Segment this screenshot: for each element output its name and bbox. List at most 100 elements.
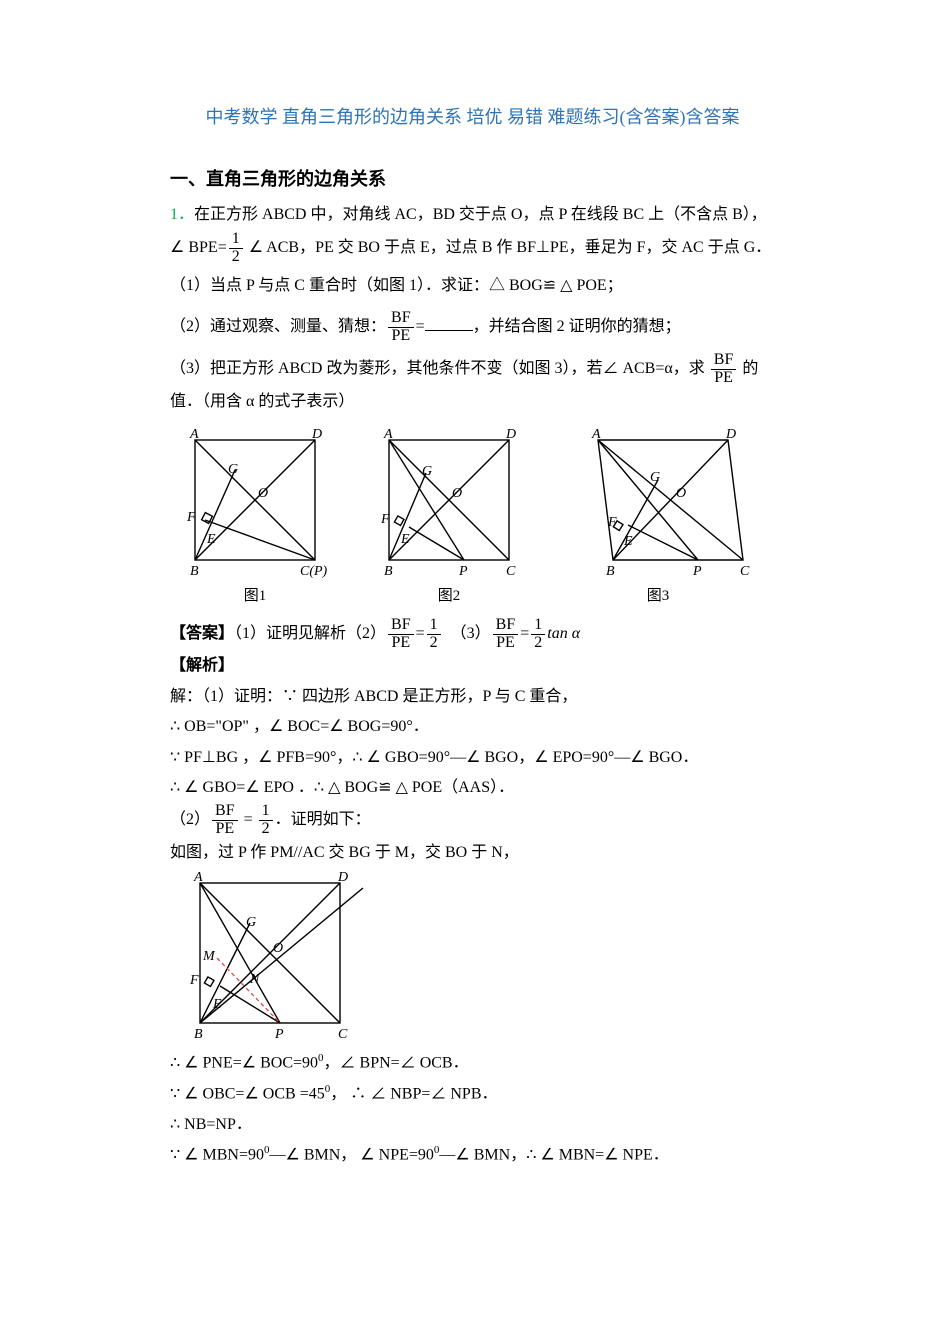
solution-line-2: ∴ OB="OP" ，∠ BOC=∠ BOG=90°． — [170, 712, 775, 742]
answer-part3: （3） — [451, 625, 491, 642]
label-A: A — [383, 427, 393, 442]
problem-number: 1． — [170, 206, 194, 223]
tan-alpha: tan α — [547, 625, 580, 642]
fraction-sol2b: 12 — [259, 803, 273, 838]
frac-den: 2 — [427, 634, 441, 652]
solution-2-head: （2）BFPE = 12．证明如下： — [170, 803, 775, 838]
solution-line-1: 解：（1）证明：∵ 四边形 ABCD 是正方形，P 与 C 重合， — [170, 682, 775, 712]
label-E: E — [400, 532, 410, 547]
jiexi-label: 【解析】 — [170, 651, 775, 681]
angle-prefix: ∠ BPE= — [170, 239, 227, 256]
eq-sign: = — [416, 625, 425, 642]
fraction-ans2b: 12 — [427, 617, 441, 652]
diagram-3-svg: A D B C P G O F E — [558, 425, 758, 580]
question-3: （3）把正方形 ABCD 改为菱形，其他条件不变（如图 3），若∠ ACB=α，… — [170, 352, 775, 387]
frac-num: 1 — [427, 617, 441, 634]
sol2-a: （2） — [170, 811, 210, 828]
q3-text-b: 的 — [738, 360, 758, 377]
figure-3-caption: 图3 — [558, 582, 758, 611]
label-F: F — [186, 510, 196, 525]
question-1: （1）当点 P 与点 C 重合时（如图 1）．求证：△ BOG≌ △ POE； — [170, 271, 775, 301]
diagram-4-svg: A D B C P G O F E M N — [170, 868, 370, 1048]
frac-den: 2 — [259, 820, 273, 838]
problem-stem-line1: 1．在正方形 ABCD 中，对角线 AC，BD 交于点 O，点 P 在线段 BC… — [170, 200, 775, 230]
sol7b: ， ∴ ∠ NBP=∠ NPB． — [330, 1085, 497, 1102]
q2-text-b: = — [416, 318, 425, 335]
answer-label: 【答案】 — [170, 625, 234, 642]
frac-num: BF — [711, 352, 737, 369]
figure-1: A D B C(P) G O F E 图1 — [170, 425, 340, 611]
solution-line-9: ∵ ∠ MBN=900—∠ BMN， ∠ NPE=900—∠ BMN，∴ ∠ M… — [170, 1140, 775, 1171]
label-G: G — [246, 915, 256, 930]
sol6b: ，∠ BPN=∠ OCB． — [324, 1055, 469, 1072]
label-A: A — [591, 427, 601, 442]
label-O: O — [258, 486, 268, 501]
label-M: M — [202, 949, 216, 964]
figure-3: A D B C P G O F E 图3 — [558, 425, 758, 611]
frac-num: BF — [388, 310, 414, 327]
label-D: D — [725, 427, 736, 442]
label-C: C — [506, 564, 516, 579]
label-B: B — [384, 564, 393, 579]
label-B: B — [194, 1027, 203, 1042]
solution-line-4: ∴ ∠ GBO=∠ EPO ．∴ △ BOG≌ △ POE（AAS）． — [170, 773, 775, 803]
label-P: P — [274, 1027, 284, 1042]
problem-stem-line2: ∠ BPE=12 ∠ ACB，PE 交 BO 于点 E，过点 B 作 BF⊥PE… — [170, 231, 775, 266]
question-3-tail: 值．（用含 α 的式子表示） — [170, 387, 775, 417]
label-B: B — [606, 564, 615, 579]
solution-line-5: 如图，过 P 作 PM//AC 交 BG 于 M，交 BO 于 N， — [170, 838, 775, 868]
fill-blank — [425, 315, 473, 330]
sol9b: —∠ BMN， ∠ NPE=90 — [270, 1147, 434, 1164]
frac-num: BF — [388, 617, 414, 634]
frac-den: PE — [388, 327, 414, 345]
label-C: C — [338, 1027, 348, 1042]
label-N: N — [249, 972, 260, 987]
label-G: G — [228, 462, 238, 477]
figure-2-caption: 图2 — [364, 582, 534, 611]
label-A: A — [189, 427, 199, 442]
figure-4: A D B C P G O F E M N — [170, 868, 775, 1048]
fraction-ans3b: 12 — [531, 617, 545, 652]
label-D: D — [337, 870, 348, 885]
diagram-1-svg: A D B C(P) G O F E — [170, 425, 340, 580]
label-E: E — [206, 532, 216, 547]
fraction-half: 12 — [229, 231, 243, 266]
frac-den: PE — [493, 634, 519, 652]
label-G: G — [422, 464, 432, 479]
section-heading: 一、直角三角形的边角关系 — [170, 162, 775, 196]
label-O: O — [452, 486, 462, 501]
figure-2: A D B C P G O F E 图2 — [364, 425, 534, 611]
frac-num: BF — [493, 617, 519, 634]
sol7a: ∵ ∠ OBC=∠ OCB =45 — [170, 1085, 325, 1102]
q2-text-c: ，并结合图 2 证明你的猜想； — [473, 318, 681, 335]
angle-rest: ∠ ACB，PE 交 BO 于点 E，过点 B 作 BF⊥PE，垂足为 F，交 … — [245, 239, 772, 256]
q3-text-a: （3）把正方形 ABCD 改为菱形，其他条件不变（如图 3），若∠ ACB=α，… — [170, 360, 709, 377]
label-F: F — [189, 973, 199, 988]
label-C: C — [740, 564, 750, 579]
sol9a: ∵ ∠ MBN=90 — [170, 1147, 264, 1164]
solution-line-3: ∵ PF⊥BG ，∠ PFB=90°，∴ ∠ GBO=90°—∠ BGO，∠ E… — [170, 743, 775, 773]
frac-num: BF — [212, 803, 238, 820]
fraction-bf-pe-q3: BFPE — [711, 352, 737, 387]
diagram-2-svg: A D B C P G O F E — [364, 425, 534, 580]
label-P: P — [692, 564, 702, 579]
figure-1-caption: 图1 — [170, 582, 340, 611]
frac-den: 2 — [531, 634, 545, 652]
document-title: 中考数学 直角三角形的边角关系 培优 易错 难题练习(含答案)含答案 — [170, 100, 775, 134]
solution-line-8: ∴ NB=NP． — [170, 1110, 775, 1140]
label-D: D — [505, 427, 516, 442]
frac-num: 1 — [259, 803, 273, 820]
label-P: P — [458, 564, 468, 579]
label-B: B — [190, 564, 199, 579]
frac-num: 1 — [531, 617, 545, 634]
figure-row: A D B C(P) G O F E 图1 — [170, 425, 775, 611]
label-G: G — [650, 470, 660, 485]
frac-den: PE — [212, 820, 238, 838]
fraction-bf-pe-q2: BFPE — [388, 310, 414, 345]
answer-part1: （1）证明见解析（2） — [234, 625, 386, 642]
label-C: C(P) — [300, 564, 328, 579]
sol9c: —∠ BMN，∴ ∠ MBN=∠ NPE． — [439, 1147, 668, 1164]
fraction-sol2a: BFPE — [212, 803, 238, 838]
solution-line-7: ∵ ∠ OBC=∠ OCB =450， ∴ ∠ NBP=∠ NPB． — [170, 1079, 775, 1110]
label-O: O — [676, 486, 686, 501]
